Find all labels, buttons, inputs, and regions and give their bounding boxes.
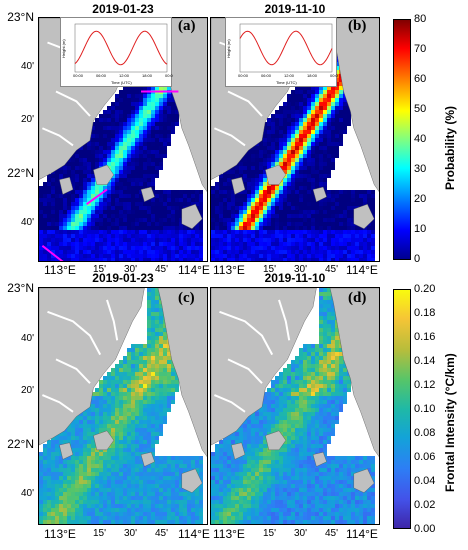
tide-curve — [239, 30, 333, 66]
panel-b-title: 2019-11-10 — [264, 2, 326, 16]
prob-tick-20: 20 — [414, 193, 427, 205]
prob-tick-50: 50 — [414, 103, 427, 115]
x-label-a-15: 15' — [93, 264, 107, 275]
tide-xtick: 12:00 — [119, 73, 130, 78]
x-label-b-114e: 114°E — [346, 263, 378, 277]
panel-a-title: 2019-01-23 — [92, 2, 154, 16]
x-label-c-113e: 113°E — [44, 527, 76, 541]
int-tick-012: 0.12 — [414, 379, 436, 391]
tide-xtick: 06:00 — [96, 73, 107, 78]
x-label-c-114e: 114°E — [178, 527, 210, 541]
panel-a-letter: (a) — [178, 18, 196, 34]
prob-tick-40: 40 — [414, 133, 427, 145]
x-label-d-45: 45' — [325, 528, 339, 539]
panel-b-letter: (b) — [348, 18, 367, 34]
tide-xtick: 18:00 — [142, 73, 153, 78]
y-label-bottom-40a: 40' — [20, 333, 34, 344]
y-label-top-22n: 22°N — [7, 166, 34, 180]
x-label-c-45: 45' — [155, 528, 169, 539]
y-label-bottom-22n: 22°N — [7, 437, 34, 451]
tide-xtick: 00:00 — [330, 73, 338, 78]
int-tick-014: 0.14 — [414, 355, 436, 367]
prob-tick-30: 30 — [414, 163, 427, 175]
int-tick-016: 0.16 — [414, 331, 436, 343]
y-label-top-20: 20' — [20, 114, 34, 125]
map-panel-c — [38, 287, 208, 525]
tide-inset-a: Height (m) 00:00 06:00 12:00 18:00 00:00 Time … — [60, 17, 176, 87]
prob-tick-10: 10 — [414, 223, 427, 235]
x-label-c-30: 30' — [124, 528, 138, 539]
x-label-d-113e: 113°E — [213, 527, 245, 541]
int-tick-006: 0.06 — [414, 451, 436, 463]
x-label-d-15: 15' — [263, 528, 277, 539]
x-label-a-114e: 114°E — [178, 263, 210, 277]
tide-ylabel: Height (m) — [226, 39, 231, 58]
panel-d-letter: (d) — [348, 290, 367, 306]
x-label-b-30: 30' — [294, 264, 308, 275]
panel-c-letter: (c) — [178, 290, 195, 306]
int-tick-004: 0.04 — [414, 475, 436, 487]
prob-tick-60: 60 — [414, 73, 427, 85]
x-label-b-15: 15' — [263, 264, 277, 275]
tide-xlabel: Time (UTC) — [111, 80, 132, 85]
y-label-bottom-23n: 23°N — [7, 281, 34, 295]
prob-tick-70: 70 — [414, 43, 427, 55]
transect-line — [41, 245, 64, 261]
int-tick-010: 0.10 — [414, 403, 436, 415]
y-label-top-23n: 23°N — [7, 10, 34, 24]
map-d-svg — [211, 288, 379, 524]
probability-colorbar — [393, 19, 411, 260]
tide-b-svg: Height (m) 00:00 06:00 12:00 18:00 00:00 Time … — [226, 23, 341, 85]
panel-c-title: 2019-01-23 — [92, 271, 154, 285]
tide-xtick: 12:00 — [284, 73, 295, 78]
tide-a-svg: Height (m) 00:00 06:00 12:00 18:00 00:00 Time … — [61, 23, 176, 85]
prob-tick-80: 80 — [414, 13, 427, 25]
tide-xtick: 00:00 — [238, 73, 249, 78]
tide-xtick: 00:00 — [165, 73, 173, 78]
int-tick-018: 0.18 — [414, 307, 436, 319]
y-label-top-40b: 40' — [20, 217, 34, 228]
tide-xtick: 18:00 — [307, 73, 318, 78]
panel-d-title: 2019-11-10 — [264, 271, 326, 285]
intensity-colorbar-title: Frontal Intensity (°C/km) — [443, 353, 457, 492]
x-label-a-30: 30' — [124, 264, 138, 275]
int-tick-002: 0.02 — [414, 499, 436, 511]
x-label-b-45: 45' — [325, 264, 339, 275]
tide-inset-b: Height (m) 00:00 06:00 12:00 18:00 00:00 Time … — [225, 17, 341, 87]
int-tick-008: 0.08 — [414, 427, 436, 439]
tide-xlabel: Time (UTC) — [276, 80, 297, 85]
prob-tick-0: 0 — [414, 253, 421, 265]
map-c-svg — [39, 288, 207, 524]
intensity-colorbar — [393, 289, 411, 529]
y-label-bottom-20: 20' — [20, 385, 34, 396]
x-label-b-113e: 113°E — [213, 263, 245, 277]
map-panel-d — [210, 287, 380, 525]
y-label-top-40a: 40' — [20, 61, 34, 72]
x-label-d-114e: 114°E — [346, 527, 378, 541]
x-label-a-113e: 113°E — [44, 263, 76, 277]
int-tick-020: 0.20 — [414, 283, 436, 295]
tide-xtick: 06:00 — [261, 73, 272, 78]
probability-colorbar-title: Probability (%) — [443, 105, 457, 190]
tide-curve — [74, 30, 168, 66]
int-tick-000: 0.00 — [414, 523, 436, 535]
tide-xtick: 00:00 — [73, 73, 84, 78]
x-label-c-15: 15' — [93, 528, 107, 539]
x-label-a-45: 45' — [155, 264, 169, 275]
x-label-d-30: 30' — [294, 528, 308, 539]
int-field-cells — [39, 288, 203, 524]
transect-line — [86, 188, 108, 206]
int-field-cells — [211, 288, 375, 524]
tide-ylabel: Height (m) — [61, 39, 66, 58]
y-label-bottom-40b: 40' — [20, 488, 34, 499]
